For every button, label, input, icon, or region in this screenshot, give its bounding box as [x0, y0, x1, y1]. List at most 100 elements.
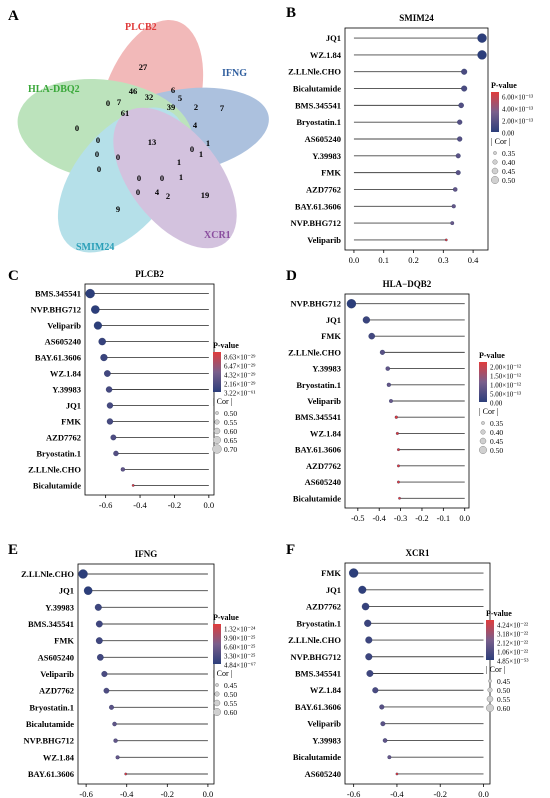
legend-pvalue-label: 3.30×10⁻²⁵	[224, 653, 256, 661]
legend-cor-label: 0.50	[502, 176, 515, 185]
venn-ellipse-plcb2	[96, 20, 204, 190]
y-category-label: AZD7762	[46, 432, 81, 442]
legend-cor-label: 0.60	[224, 708, 237, 717]
venn-count: 2	[166, 191, 170, 201]
y-category-label: BMS.345541	[295, 669, 341, 679]
lollipop-point	[451, 204, 456, 209]
legend-pvalue-label: 3.22×10⁻⁶¹	[224, 390, 255, 398]
legend-size-marker	[486, 704, 494, 712]
legend-size-marker	[488, 679, 492, 683]
venn-ellipse-xcr1	[113, 107, 237, 249]
legend-cor-label: 0.45	[224, 681, 237, 690]
x-tick-label: -0.6	[79, 789, 92, 798]
y-category-label: FMK	[321, 331, 341, 341]
x-tick-label: -0.2	[161, 789, 174, 798]
venn-ellipse-smim24	[57, 107, 187, 253]
y-category-label: Bryostatin.1	[29, 702, 74, 712]
legend-cor-label: 0.40	[490, 428, 503, 437]
y-category-label: BAY.61.3606	[295, 702, 341, 712]
y-category-label: BMS.345541	[295, 412, 341, 422]
lollipop-point	[113, 738, 118, 743]
x-tick-label: 0.0	[349, 255, 360, 265]
y-category-label: JQ1	[326, 585, 341, 595]
x-tick-label: 0.0	[478, 789, 489, 798]
legend-pvalue-title: P-value	[486, 609, 512, 618]
legend-cor-label: 0.45	[497, 677, 510, 686]
lollipop-point	[124, 772, 128, 776]
legend-size-marker	[213, 708, 221, 716]
legend-cor-label: 0.65	[224, 436, 237, 445]
legend-pvalue-label: 2.00×10⁻¹³	[502, 118, 533, 126]
lollipop-point	[83, 586, 93, 595]
x-tick-label: 0.2	[408, 255, 419, 265]
venn-count: 32	[145, 92, 154, 102]
venn-count: 1	[199, 149, 203, 159]
legend-cor-label: 0.40	[502, 158, 515, 167]
venn-label-xcr1: XCR1	[204, 230, 231, 241]
legend-cor-label: 0.45	[490, 437, 503, 446]
y-category-label: NVP.BHG712	[291, 299, 341, 309]
legend-cor-label: 0.50	[224, 409, 237, 418]
y-category-label: Bryostatin.1	[296, 618, 341, 628]
legend-pvalue-label: 1.06×10⁻²²	[497, 649, 528, 657]
legend: P-value 8.63×10⁻²⁹6.47×10⁻²⁹4.32×10⁻²⁹2.1…	[212, 341, 256, 454]
venn-count: 46	[129, 86, 138, 96]
x-tick-label: 0.1	[378, 255, 389, 265]
x-tick-label: -0.4	[120, 789, 134, 798]
lollipop-point	[386, 382, 391, 387]
legend-pvalue-label: 3.18×10⁻²²	[497, 631, 528, 639]
lollipop-point	[120, 467, 125, 472]
legend-cor-title: | Cor |	[213, 397, 232, 406]
y-category-label: Bryostatin.1	[36, 448, 81, 458]
y-category-label: AZD7762	[306, 461, 341, 471]
legend-size-marker	[212, 444, 222, 454]
venn-count: 7	[220, 103, 225, 113]
y-category-label: Bryostatin.1	[296, 117, 341, 127]
x-tick-label: -0.3	[394, 513, 407, 523]
chart-panel-b: B SMIM24 0.0 0.1 0.2 0.3 0.4 JQ1 WZ.1.84 Z.LLNle.…	[286, 5, 533, 265]
venn-count: 9	[116, 204, 120, 214]
lollipop-point	[444, 238, 448, 242]
lollipop-point	[365, 636, 373, 644]
chart-title: SMIM24	[399, 13, 434, 23]
lollipop-point	[382, 738, 388, 743]
y-category-label: WZ.1.84	[310, 428, 342, 438]
legend-size-marker	[491, 167, 499, 175]
legend-pvalue-label: 2.00×10⁻¹²	[490, 364, 521, 372]
plot-frame	[344, 27, 489, 251]
y-category-label: WZ.1.84	[43, 752, 75, 762]
lollipop-point	[358, 585, 367, 594]
legend-cor-label: 0.35	[502, 149, 515, 158]
lollipop-point	[455, 153, 461, 159]
lollipop-point	[91, 305, 100, 314]
y-category-label: Y.39983	[52, 385, 81, 395]
lollipop-point	[365, 653, 373, 661]
y-category-label: AS605240	[305, 769, 341, 779]
venn-count: 5	[178, 93, 182, 103]
y-category-label: FMK	[321, 568, 341, 578]
lollipop-point	[397, 480, 400, 484]
lollipop-point	[78, 569, 88, 579]
y-category-label: BAY.61.3606	[295, 201, 341, 211]
legend-cor-label: 0.70	[224, 445, 237, 454]
lollipop-point	[455, 170, 461, 176]
venn-count: 0	[136, 187, 140, 197]
lollipop-point	[95, 620, 103, 628]
y-category-label: Veliparib	[307, 235, 341, 245]
y-category-label: Veliparib	[307, 719, 341, 729]
venn-count: 4	[193, 120, 198, 130]
panel-letter: F	[286, 542, 295, 558]
pvalue-colorbar	[486, 620, 494, 660]
venn-count: 0	[106, 98, 110, 108]
venn-count: 1	[177, 157, 181, 167]
legend-pvalue-title: P-value	[491, 81, 517, 90]
x-tick-label: 0.4	[468, 255, 479, 265]
pvalue-colorbar	[479, 362, 487, 402]
y-category-label: AS605240	[305, 134, 341, 144]
venn-count: 0	[75, 123, 79, 133]
venn-count: 27	[139, 62, 148, 72]
legend-pvalue-label: 4.00×10⁻¹³	[502, 106, 533, 114]
lollipop-point	[380, 721, 386, 727]
legend-size-marker	[491, 176, 499, 184]
